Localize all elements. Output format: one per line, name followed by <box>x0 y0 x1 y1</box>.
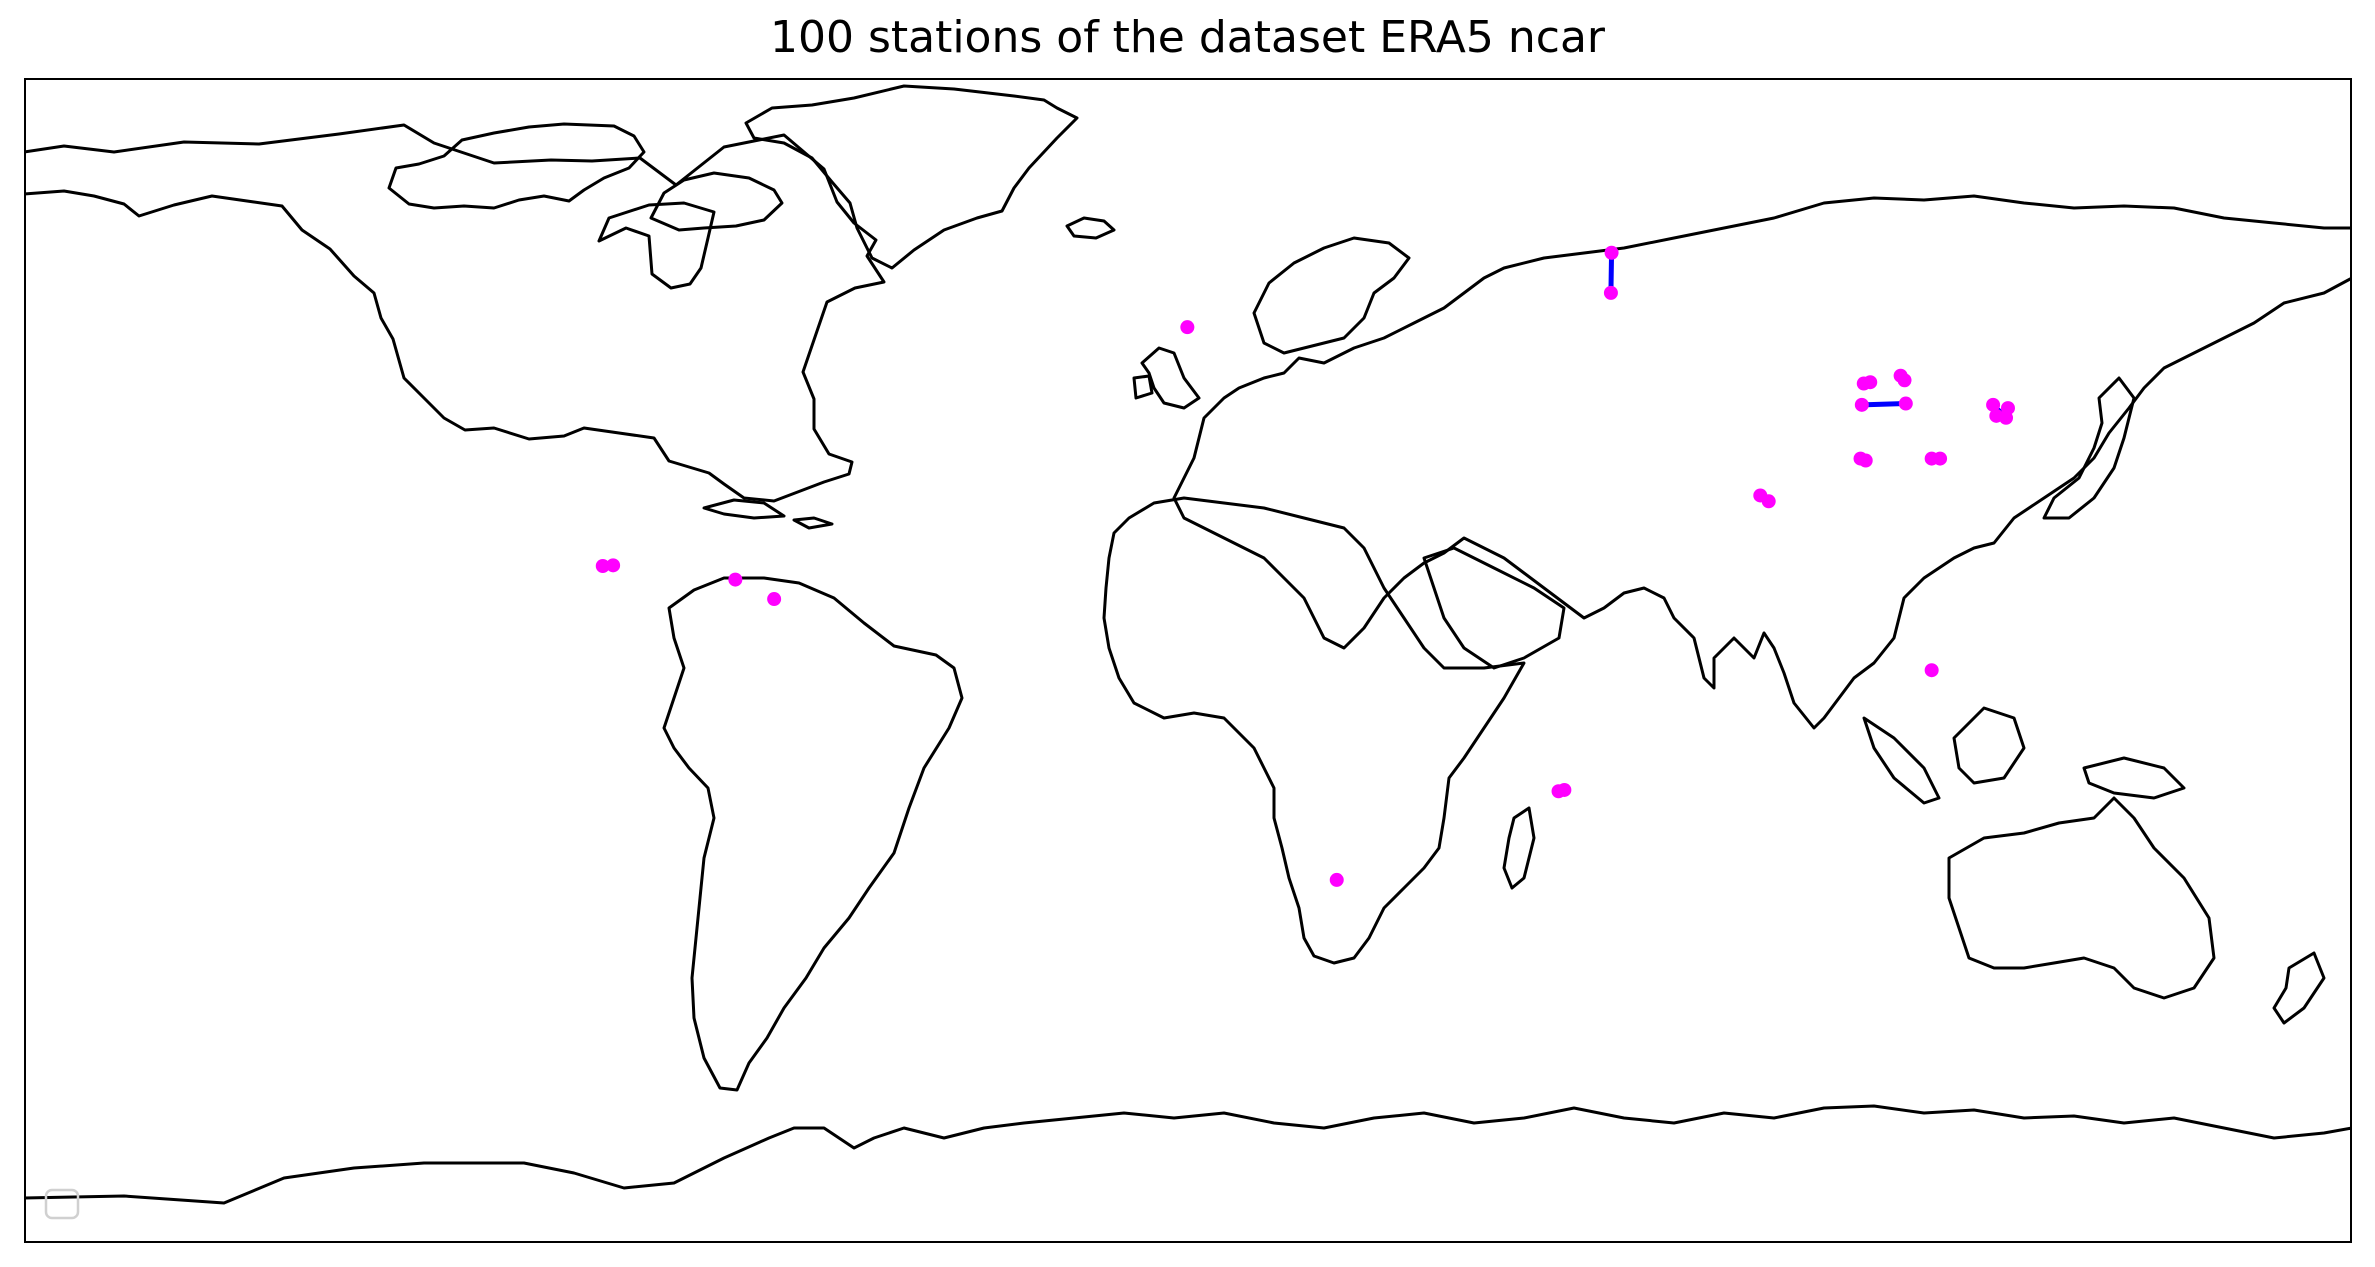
coastline-antarctica <box>24 1104 2352 1243</box>
coastline-madagascar <box>1502 806 1536 890</box>
coastline-eurasia <box>1172 194 2352 730</box>
coastline-iceland <box>1065 216 1116 240</box>
station-marker <box>728 572 743 587</box>
station-links <box>1608 250 2009 504</box>
map-border <box>24 78 2352 1243</box>
station-markers <box>595 245 2015 887</box>
coastline-hudson-bay <box>597 201 716 290</box>
coastline-scandinavia <box>1252 236 1411 355</box>
world-map <box>24 78 2352 1243</box>
station-marker <box>1863 375 1878 390</box>
station-marker <box>1603 285 1618 300</box>
station-marker <box>1854 397 1869 412</box>
station-marker <box>595 559 610 574</box>
station-marker <box>1933 451 1948 466</box>
station-marker <box>1898 396 1913 411</box>
station-marker <box>2000 401 2015 416</box>
station-marker <box>1858 453 1873 468</box>
station-marker <box>1761 494 1776 509</box>
coastline-north-america <box>24 123 886 503</box>
station-marker <box>606 558 621 573</box>
coastline-great-britain <box>1140 346 1201 410</box>
legend-box <box>44 1188 80 1220</box>
station-marker <box>1924 663 1939 678</box>
coastline-japan <box>2042 376 2136 520</box>
coastline-ireland <box>1132 374 1154 400</box>
coastline-borneo <box>1952 706 2026 785</box>
coastline-new-zealand <box>2272 951 2326 1025</box>
coastline-new-guinea <box>2082 756 2186 800</box>
station-marker <box>1986 397 2001 412</box>
coastlines <box>24 84 2352 1243</box>
station-marker <box>1180 320 1195 335</box>
map-frame <box>24 78 2352 1243</box>
station-marker <box>1329 872 1344 887</box>
coastline-hispaniola <box>792 516 834 530</box>
coastline-greenland <box>744 84 1079 270</box>
station-marker <box>1989 408 2004 423</box>
station-marker <box>1897 373 1912 388</box>
coastline-sumatra <box>1862 716 1941 805</box>
station-marker <box>1604 245 1619 260</box>
coastline-arctic-islands <box>387 122 646 210</box>
coastline-australia <box>1947 796 2216 1000</box>
coastline-cuba <box>702 498 786 520</box>
station-marker <box>767 592 782 607</box>
coastline-africa <box>1102 496 1526 965</box>
station-link <box>1859 401 1909 408</box>
coastline-arabian-peninsula <box>1422 546 1566 670</box>
station-marker <box>1557 782 1572 797</box>
map-title: 100 stations of the dataset ERA5 ncar <box>769 12 1606 63</box>
coastline-south-america <box>662 576 964 1092</box>
coastline-baffin-island <box>649 171 784 232</box>
